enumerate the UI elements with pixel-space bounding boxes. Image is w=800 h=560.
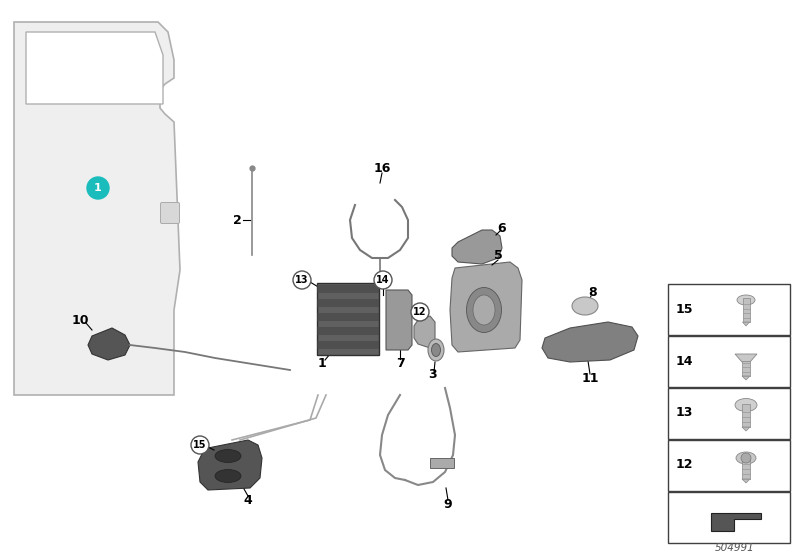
Circle shape [293,271,311,289]
Text: 12: 12 [414,307,426,317]
Polygon shape [414,316,435,348]
Text: 504991: 504991 [715,543,755,553]
Circle shape [87,177,109,199]
Ellipse shape [428,339,444,361]
FancyBboxPatch shape [317,283,379,355]
Polygon shape [742,376,750,380]
Bar [668,284,790,335]
Text: 1: 1 [94,183,102,193]
Polygon shape [742,479,750,483]
Bar [430,458,454,468]
Polygon shape [317,285,379,293]
Polygon shape [317,313,379,321]
Text: 4: 4 [244,493,252,506]
Polygon shape [14,22,180,395]
Bar [668,388,790,439]
Bar [742,298,750,322]
Bar [742,457,750,479]
Text: 15: 15 [194,440,206,450]
FancyBboxPatch shape [161,203,179,223]
Ellipse shape [215,450,241,463]
Text: 2: 2 [233,213,242,226]
Polygon shape [742,427,750,431]
Ellipse shape [466,287,502,333]
Circle shape [741,453,751,463]
Polygon shape [542,322,638,362]
Polygon shape [317,299,379,307]
Text: 13: 13 [676,407,694,419]
Text: 6: 6 [498,222,506,235]
Text: 13: 13 [295,275,309,285]
Text: 8: 8 [589,286,598,298]
Circle shape [411,303,429,321]
Polygon shape [317,341,379,349]
Text: 10: 10 [71,314,89,326]
Ellipse shape [737,295,755,305]
Text: 14: 14 [376,275,390,285]
Ellipse shape [215,469,241,483]
Bar [668,492,790,543]
Circle shape [374,271,392,289]
Bar [742,404,750,427]
Text: 9: 9 [444,498,452,511]
Text: 15: 15 [676,302,694,315]
Ellipse shape [572,297,598,315]
Polygon shape [735,354,757,362]
Polygon shape [450,262,522,352]
Text: 11: 11 [582,371,598,385]
Polygon shape [88,328,130,360]
Ellipse shape [735,399,757,412]
Text: 7: 7 [396,357,404,370]
Text: 1: 1 [318,357,326,370]
Ellipse shape [736,452,756,464]
Ellipse shape [431,343,441,357]
Text: 5: 5 [494,249,502,262]
Bar [742,361,750,376]
Polygon shape [452,230,502,264]
Circle shape [191,436,209,454]
Bar [668,440,790,491]
Polygon shape [742,322,750,326]
Text: 14: 14 [676,354,694,367]
Polygon shape [711,513,761,531]
Polygon shape [198,440,262,490]
Polygon shape [386,290,412,350]
Text: 3: 3 [428,368,436,381]
Polygon shape [26,32,163,104]
Ellipse shape [473,295,495,325]
Text: 12: 12 [676,459,694,472]
Polygon shape [317,327,379,335]
Bar [668,336,790,387]
Text: 16: 16 [374,161,390,175]
